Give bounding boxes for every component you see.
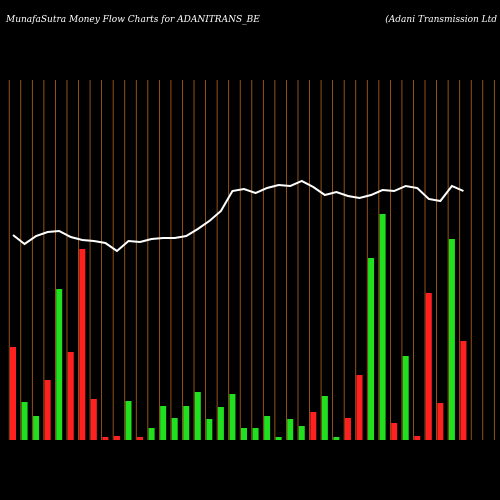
bar bbox=[79, 249, 86, 440]
bar bbox=[160, 406, 167, 440]
bar bbox=[206, 419, 213, 440]
bar bbox=[56, 289, 63, 440]
bar bbox=[194, 392, 201, 440]
bar bbox=[137, 437, 144, 440]
bar bbox=[402, 356, 409, 440]
bar bbox=[90, 399, 97, 440]
bar bbox=[44, 380, 51, 440]
bar bbox=[171, 418, 178, 440]
bar bbox=[125, 401, 132, 440]
bar bbox=[10, 347, 16, 440]
bar bbox=[356, 375, 363, 440]
bar bbox=[241, 428, 247, 440]
bar bbox=[183, 406, 190, 440]
bar bbox=[310, 412, 317, 440]
bar bbox=[252, 428, 259, 440]
chart-title: MunafaSutra Money Flow Charts for ADANIT… bbox=[5, 15, 260, 25]
bar bbox=[287, 419, 294, 440]
bar bbox=[333, 437, 340, 440]
bar bbox=[368, 258, 375, 440]
bar bbox=[21, 402, 28, 440]
bar bbox=[321, 396, 328, 440]
bar bbox=[148, 428, 155, 440]
bar bbox=[264, 416, 271, 440]
bar bbox=[414, 436, 421, 440]
chart-subtitle: (Adani Transmission Ltd bbox=[385, 14, 497, 25]
bar bbox=[275, 437, 282, 440]
bar bbox=[33, 416, 40, 440]
bar bbox=[113, 436, 120, 440]
bar bbox=[102, 437, 109, 440]
bar bbox=[460, 341, 467, 440]
bar bbox=[448, 239, 455, 440]
bar bbox=[229, 394, 236, 440]
bar bbox=[217, 407, 224, 440]
bar bbox=[425, 293, 432, 440]
bar bbox=[298, 426, 305, 440]
bar bbox=[344, 418, 351, 440]
bar bbox=[437, 403, 444, 440]
bar bbox=[67, 352, 74, 440]
bar bbox=[379, 214, 386, 440]
money-flow-line bbox=[12, 179, 464, 253]
bar bbox=[391, 423, 398, 440]
